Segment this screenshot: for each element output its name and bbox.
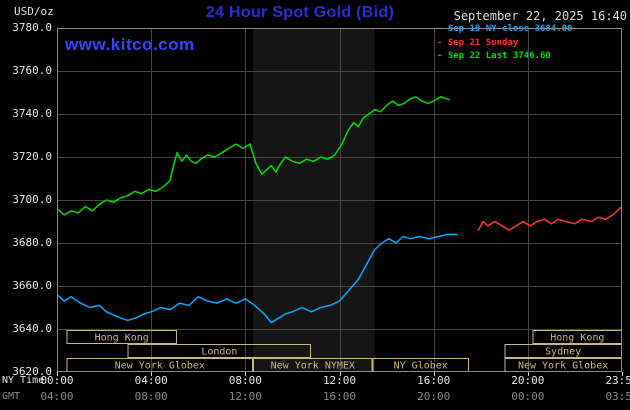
y-tick-label: 3700.0: [12, 193, 52, 206]
y-tick-label: 3660.0: [12, 279, 52, 292]
kitco-watermark: www.kitco.com: [65, 35, 195, 54]
plot-area: Hong Kong Hong Kong London Sydney New York G…: [57, 28, 622, 372]
x-tick-mark: [622, 372, 623, 376]
ny-time-axis-label: NY Time: [2, 375, 45, 386]
session-label: New York NYMEX: [271, 361, 355, 372]
gmt-axis-label: GMT: [2, 391, 21, 402]
x-tick-mark: [339, 372, 341, 376]
x-tick-mark: [433, 372, 435, 376]
chart-title: 24 Hour Spot Gold (Bid): [205, 4, 395, 21]
gmt-tick-label: 12:00: [228, 390, 262, 403]
gmt-tick-label: 00:00: [511, 390, 545, 403]
ny-time-tick-label: 20:00: [511, 374, 545, 387]
session-label: NY Globex: [394, 361, 448, 372]
session-label: New York Globex: [115, 361, 205, 372]
plot-border: [57, 28, 622, 372]
session-label: London: [201, 347, 237, 358]
y-tick-label: 3740.0: [12, 107, 52, 120]
series-line-sep19: [57, 233, 458, 324]
plot-canvas: Hong Kong Hong Kong London Sydney New York G…: [57, 28, 622, 372]
gmt-tick-label: 20:00: [417, 390, 451, 403]
gmt-tick-label: 16:00: [322, 390, 357, 403]
legend-item: - Sep 22 Last 3746.60: [437, 51, 551, 61]
gmt-tick-label: 03:59: [605, 390, 630, 403]
ny-time-tick-label: 08:00: [228, 374, 262, 387]
ny-time-tick-label: 12:00: [322, 374, 357, 387]
x-tick-mark: [527, 372, 529, 376]
series-line-sep21: [477, 205, 622, 231]
session-box: [127, 344, 312, 358]
legend-item: - Sep 21 Sunday: [437, 37, 519, 48]
ny-time-tick-label: 00:00: [40, 374, 74, 387]
series-line-sep22: [57, 96, 451, 216]
x-tick-mark: [151, 372, 153, 376]
ny-time-tick-label: 16:00: [417, 374, 451, 387]
gmt-tick-label: 08:00: [134, 390, 168, 403]
session-box: [66, 330, 177, 344]
x-tick-mark: [245, 372, 247, 376]
session-label: New York Globex: [518, 361, 608, 372]
y-tick-label: 3760.0: [12, 64, 52, 77]
y-tick-label: 3680.0: [12, 236, 52, 249]
ny-time-tick-label: 04:00: [134, 374, 168, 387]
y-tick-label: 3640.0: [12, 322, 52, 335]
session-label: Sydney: [545, 347, 581, 358]
y-tick-label: 3780.0: [12, 21, 52, 34]
y-tick-label: 3720.0: [12, 150, 52, 163]
chart-datetime: September 22, 2025 16:40: [453, 9, 627, 23]
gmt-tick-label: 04:00: [40, 390, 74, 403]
session-label: Hong Kong: [550, 333, 604, 344]
x-tick-mark: [57, 372, 58, 376]
session-label: Hong Kong: [95, 333, 149, 344]
ny-time-tick-label: 23:59: [605, 374, 630, 387]
y-tick-label: 3620.0: [12, 365, 52, 378]
units-label: USD/oz: [14, 5, 54, 18]
